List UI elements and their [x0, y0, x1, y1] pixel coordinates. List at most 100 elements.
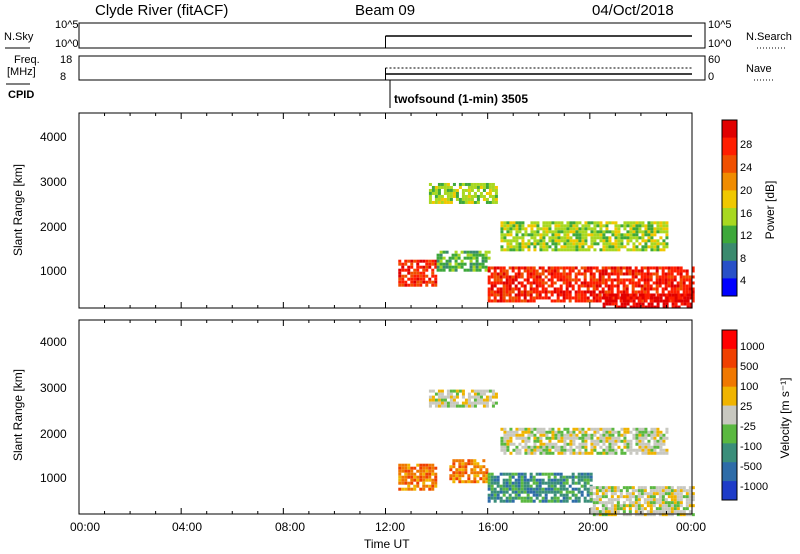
data-cell	[599, 436, 603, 440]
data-cell	[656, 227, 660, 231]
data-cell	[541, 281, 545, 285]
data-cell	[560, 236, 564, 240]
data-cell	[589, 492, 593, 496]
data-cell	[575, 230, 579, 234]
data-cell	[649, 501, 653, 505]
data-cell	[416, 481, 420, 485]
data-cell	[662, 433, 666, 437]
data-cell	[655, 507, 659, 511]
data-cell	[440, 194, 444, 198]
data-cell	[632, 230, 636, 234]
data-cell	[505, 472, 509, 476]
data-cell	[619, 269, 623, 273]
data-cell	[532, 290, 536, 294]
data-cell	[550, 293, 554, 297]
data-cell	[422, 277, 426, 281]
data-cell	[602, 293, 606, 297]
data-cell	[460, 250, 464, 254]
data-cell	[608, 248, 612, 252]
data-cell	[581, 436, 585, 440]
data-cell	[425, 265, 429, 269]
data-cell	[490, 481, 494, 485]
data-cell	[548, 230, 552, 234]
data-cell	[659, 445, 663, 449]
data-cell	[431, 469, 435, 473]
data-cell	[605, 224, 609, 228]
data-cell	[452, 474, 456, 478]
data-cell	[490, 275, 494, 279]
data-cell	[487, 475, 491, 479]
colorbar-swatch	[722, 225, 737, 244]
data-cell	[517, 287, 521, 291]
data-cell	[467, 474, 471, 478]
data-cell	[526, 484, 530, 488]
data-cell	[452, 459, 456, 463]
data-cell	[503, 239, 507, 243]
data-cell	[578, 227, 582, 231]
freq-panel-frame	[78, 55, 706, 81]
data-cell	[649, 489, 653, 493]
data-cell	[554, 445, 558, 449]
data-cell	[475, 250, 479, 254]
data-cell	[685, 284, 689, 288]
data-cell	[542, 239, 546, 243]
data-cell	[584, 224, 588, 228]
data-cell	[535, 490, 539, 494]
data-cell	[652, 501, 656, 505]
data-cell	[550, 281, 554, 285]
data-cell	[656, 451, 660, 455]
data-cell	[506, 242, 510, 246]
data-cell	[524, 436, 528, 440]
data-cell	[602, 433, 606, 437]
data-cell	[410, 472, 414, 476]
data-cell	[604, 272, 608, 276]
data-cell	[496, 293, 500, 297]
data-cell	[514, 496, 518, 500]
data-cell	[575, 436, 579, 440]
data-cell	[539, 451, 543, 455]
data-cell	[574, 475, 578, 479]
data-cell	[527, 239, 531, 243]
data-cell	[539, 242, 543, 246]
data-cell	[592, 299, 596, 303]
data-cell	[649, 504, 653, 508]
data-cell	[571, 287, 575, 291]
data-cell	[446, 191, 450, 195]
data-cell	[677, 299, 681, 303]
data-cell	[629, 239, 633, 243]
data-cell	[616, 504, 620, 508]
data-cell	[655, 501, 659, 505]
data-cell	[521, 221, 525, 225]
data-cell	[518, 433, 522, 437]
data-cell	[520, 290, 524, 294]
data-cell	[589, 499, 593, 503]
data-cell	[604, 510, 608, 514]
data-cell	[515, 427, 519, 431]
data-cell	[676, 495, 680, 499]
data-cell	[581, 433, 585, 437]
data-cell	[562, 499, 566, 503]
data-cell	[566, 248, 570, 252]
data-cell	[652, 495, 656, 499]
data-cell	[664, 272, 668, 276]
data-cell	[491, 404, 495, 408]
data-cell	[655, 498, 659, 502]
data-cell	[673, 495, 677, 499]
data-cell	[602, 302, 606, 306]
data-cell	[509, 442, 513, 446]
data-cell	[568, 293, 572, 297]
data-cell	[661, 281, 665, 285]
data-cell	[538, 484, 542, 488]
data-cell	[527, 445, 531, 449]
data-cell	[550, 484, 554, 488]
data-cell	[670, 278, 674, 282]
data-cell	[545, 245, 549, 249]
data-cell	[542, 448, 546, 452]
data-cell	[625, 284, 629, 288]
data-cell	[544, 275, 548, 279]
data-cell	[650, 221, 654, 225]
data-cell	[479, 471, 483, 475]
data-cell	[626, 236, 630, 240]
data-cell	[592, 504, 596, 508]
data-cell	[605, 430, 609, 434]
